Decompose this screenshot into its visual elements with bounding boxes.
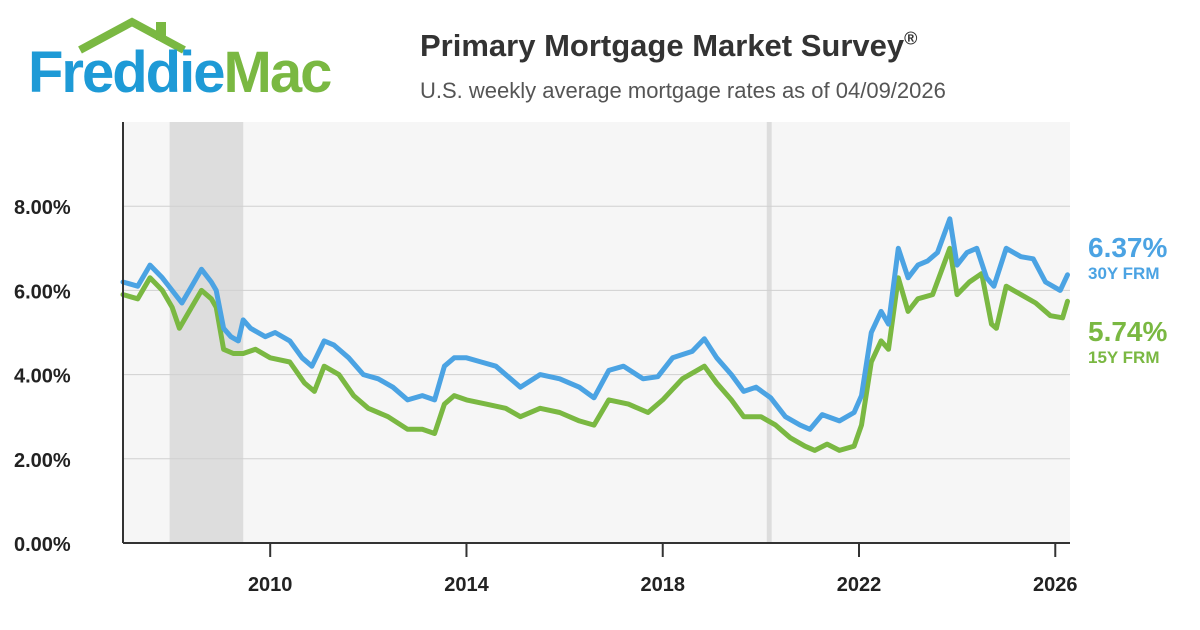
- logo-wordmark: FreddieMac: [28, 44, 332, 102]
- logo-word-mac: Mac: [223, 40, 333, 105]
- end-label-15y: 5.74% 15Y FRM: [1088, 316, 1167, 368]
- end-label-30y: 6.37% 30Y FRM: [1088, 232, 1167, 284]
- end-value-30y: 6.37%: [1088, 232, 1168, 263]
- title-text: Primary Mortgage Market Survey: [420, 28, 905, 63]
- x-tick-label: 2014: [444, 574, 489, 596]
- y-tick-label: 0.00%: [14, 534, 71, 556]
- series-name-30y: 30Y FRM: [1088, 264, 1160, 283]
- y-tick-label: 6.00%: [14, 281, 71, 303]
- x-tick-label: 2010: [248, 574, 293, 596]
- house-roof-icon: [78, 17, 186, 54]
- recession-shade-1: [766, 122, 772, 543]
- x-tick-label: 2022: [837, 574, 882, 596]
- page-title: Primary Mortgage Market Survey®: [420, 28, 917, 64]
- series-line-30y: [120, 216, 1070, 432]
- recession-shade-0: [169, 122, 244, 543]
- logo-word-freddie: Freddie: [28, 40, 225, 105]
- end-value-15y: 5.74%: [1088, 316, 1168, 347]
- y-tick-label: 4.00%: [14, 366, 71, 388]
- page-subtitle: U.S. weekly average mortgage rates as of…: [420, 78, 946, 103]
- x-tick-label: 2026: [1033, 574, 1078, 596]
- series-line-15y: [120, 245, 1070, 453]
- plot-area: [123, 122, 1070, 543]
- x-tick-label: 2018: [640, 574, 685, 596]
- registered-mark: ®: [904, 28, 918, 49]
- series-name-15y: 15Y FRM: [1088, 348, 1160, 367]
- y-tick-label: 2.00%: [14, 450, 71, 472]
- freddie-mac-logo: FreddieMac: [24, 16, 384, 106]
- y-tick-label: 8.00%: [14, 197, 71, 219]
